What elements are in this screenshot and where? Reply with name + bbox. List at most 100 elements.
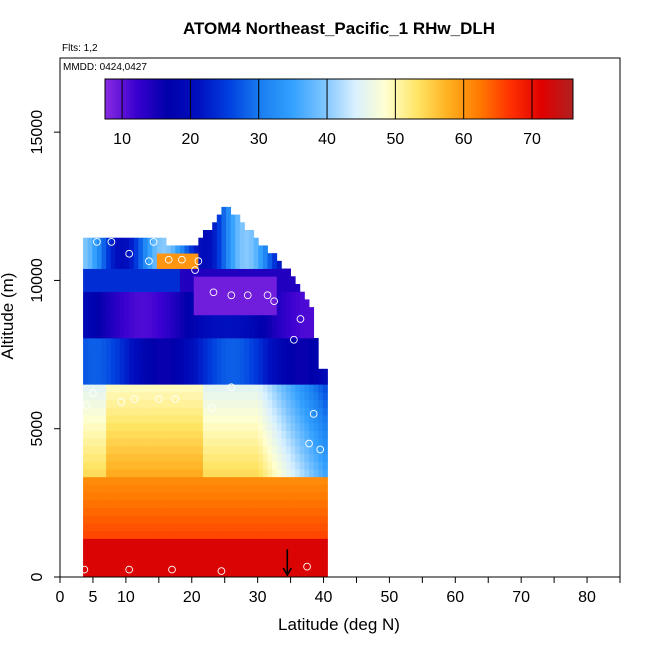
heat-cell (230, 337, 236, 347)
heat-cell (175, 345, 181, 354)
heat-cell (276, 407, 282, 416)
heat-cell (207, 276, 213, 285)
heat-cell (253, 245, 259, 254)
heat-cell (239, 276, 245, 285)
heat-cell (276, 515, 282, 524)
heat-cell (253, 345, 259, 354)
heat-cell (322, 569, 328, 577)
heat-cell (226, 330, 232, 339)
heat-cell (129, 345, 135, 354)
heat-cell (138, 237, 144, 246)
sample-marker (145, 257, 153, 266)
heat-cell (207, 283, 213, 293)
heat-cell (285, 469, 291, 478)
heat-cell (170, 476, 176, 485)
heat-cell (258, 530, 264, 539)
heat-cell (124, 553, 130, 562)
heat-cell (96, 314, 102, 323)
heat-cell (226, 353, 232, 362)
heat-cell (161, 476, 167, 485)
heat-cell (226, 569, 232, 577)
heat-cell (133, 445, 139, 455)
heat-cell (285, 368, 291, 377)
heat-cell (313, 476, 319, 485)
heat-cell (226, 337, 232, 347)
heat-cell (166, 283, 172, 293)
heat-cell (313, 438, 319, 447)
heat-cell (106, 283, 112, 293)
heat-cell (119, 291, 125, 300)
heat-cell (96, 268, 102, 277)
heat-cell (221, 368, 227, 377)
heat-cell (87, 546, 93, 555)
heat-cell (221, 353, 227, 362)
heat-cell (309, 538, 315, 547)
heat-cell (101, 330, 107, 339)
heat-cell (138, 422, 144, 431)
heat-cell (244, 530, 250, 539)
heat-cell (239, 361, 245, 370)
heat-cell (106, 453, 112, 462)
heat-cell (318, 376, 324, 385)
heat-cell (290, 399, 296, 408)
heat-cell (318, 391, 324, 401)
heat-cell (124, 299, 130, 308)
heat-cell (170, 376, 176, 385)
heat-cell (235, 376, 241, 385)
heat-cell (272, 307, 278, 316)
heat-cell (304, 345, 310, 354)
heat-cell (207, 314, 213, 323)
heat-cell (124, 253, 130, 262)
heat-cell (193, 376, 199, 385)
heat-cell (221, 276, 227, 285)
heat-cell (175, 391, 181, 401)
heat-cell (179, 299, 185, 308)
heat-cell (147, 268, 153, 277)
heat-cell (202, 546, 208, 555)
heat-cell (239, 553, 245, 562)
heat-cell (198, 245, 204, 254)
heat-cell (272, 345, 278, 354)
heat-cell (202, 445, 208, 455)
heat-cell (161, 245, 167, 254)
heat-cell (322, 469, 328, 478)
heat-cell (184, 353, 190, 362)
heat-cell (318, 384, 324, 393)
heat-cell (285, 438, 291, 447)
heat-cell (161, 453, 167, 462)
heat-cell (92, 461, 98, 470)
heat-cell (143, 476, 149, 485)
heat-cell (207, 499, 213, 509)
heat-cell (170, 322, 176, 331)
heat-cell (184, 337, 190, 347)
heat-cell (216, 253, 222, 262)
heat-cell (119, 345, 125, 354)
heat-cell (101, 422, 107, 431)
heat-cell (96, 368, 102, 377)
heat-cell (262, 469, 268, 478)
heat-cell (216, 499, 222, 509)
heat-cell (322, 407, 328, 416)
heat-cell (161, 291, 167, 300)
heat-cell (175, 476, 181, 485)
heat-cell (309, 569, 315, 577)
heat-cell (221, 530, 227, 539)
heat-cell (189, 391, 195, 401)
heat-cell (239, 268, 245, 277)
heat-cell (207, 307, 213, 316)
heat-cell (115, 384, 121, 393)
heat-cell (189, 314, 195, 323)
heat-cell (244, 523, 250, 532)
heat-cell (239, 237, 245, 246)
sample-marker (316, 445, 325, 454)
heat-cell (161, 461, 167, 470)
heat-cell (189, 376, 195, 385)
heat-cell (189, 407, 195, 416)
heat-cell (133, 453, 139, 462)
heat-cell (161, 361, 167, 370)
heat-cell (295, 546, 301, 555)
heat-cell (221, 422, 227, 431)
heat-cell (207, 268, 213, 277)
heat-cell (207, 445, 213, 455)
heat-cell (106, 268, 112, 277)
